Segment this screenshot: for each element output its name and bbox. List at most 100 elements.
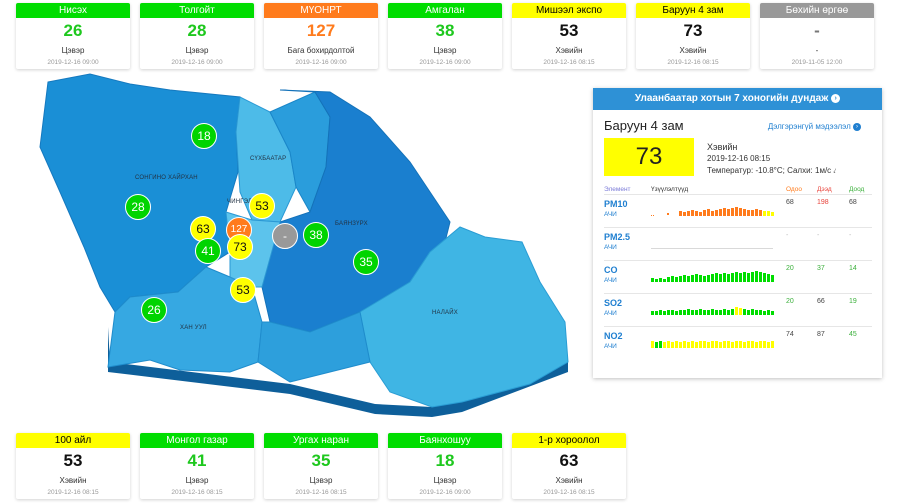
history-bar [687, 276, 690, 282]
history-bar [699, 309, 702, 315]
history-bar [715, 310, 718, 315]
station-status: Цэвэр [433, 476, 457, 485]
detail-link[interactable]: Дэлгэрэнгүй мэдээлэл › [768, 122, 861, 131]
col-current-header: Одоо [786, 186, 802, 193]
pollutant-history-bars [651, 341, 774, 348]
station-card[interactable]: Нисэх 26 Цэвэр 2019-12-16 09:00 [16, 3, 130, 69]
history-bar [663, 311, 666, 315]
station-status: Цэвэр [433, 46, 457, 55]
station-card[interactable]: Толгойт 28 Цэвэр 2019-12-16 09:00 [140, 3, 254, 69]
station-time: 2019-12-16 08:15 [171, 489, 223, 496]
pollutant-current: 74 [786, 331, 794, 338]
region-label-sukhbaatar: СҮХБААТАР [250, 156, 287, 162]
history-bar [703, 310, 706, 315]
region-label-songinokhairkhan: СОНГИНО ХАЙРХАН [135, 175, 198, 181]
station-marker[interactable]: 18 [191, 123, 217, 149]
district-map: СОНГИНО ХАЙРХАН СҮХБААТАР ЧИНГЭЛТЭЙ БАЯН… [30, 72, 570, 432]
station-card[interactable]: 100 айл 53 Хэвийн 2019-12-16 08:15 [16, 433, 130, 499]
pollutant-max: 37 [817, 265, 825, 272]
history-bar [699, 212, 702, 216]
chevron-right-icon: › [831, 93, 841, 103]
region-label-khanuul: ХАН УУЛ [180, 325, 207, 331]
station-marker[interactable]: 41 [195, 238, 221, 264]
history-bar [723, 341, 726, 348]
history-bar [679, 342, 682, 348]
pollutant-max: 87 [817, 331, 825, 338]
station-marker[interactable]: - [272, 223, 298, 249]
history-bar [719, 310, 722, 315]
panel-header[interactable]: Улаанбаатар хотын 7 хоногийн дундаж › [593, 88, 882, 110]
history-bar [711, 211, 714, 216]
station-marker[interactable]: 28 [125, 194, 151, 220]
station-card[interactable]: МҮОНРТ 127 Бага бохирдолтой 2019-12-16 0… [264, 3, 378, 69]
pollutant-name: SO2 [604, 298, 623, 308]
history-bar [655, 311, 658, 315]
history-bar [707, 209, 710, 216]
station-name: Ургах наран [264, 433, 378, 448]
station-marker[interactable]: 73 [227, 234, 253, 260]
panel-status: Хэвийн [707, 142, 738, 152]
station-marker[interactable]: 35 [353, 249, 379, 275]
history-bar [759, 210, 762, 216]
history-bar [711, 274, 714, 282]
history-bar [735, 207, 738, 216]
history-bar [731, 309, 734, 315]
station-marker[interactable]: 26 [141, 297, 167, 323]
pollutant-unit: АЧИ [604, 277, 617, 284]
history-bar [683, 212, 686, 216]
station-card[interactable]: Баянхошуу 18 Цэвэр 2019-12-16 09:00 [388, 433, 502, 499]
history-bar [679, 276, 682, 282]
station-aqi: 26 [63, 21, 83, 40]
pollutant-row[interactable]: CO АЧИ [604, 260, 872, 293]
station-aqi: 28 [187, 21, 207, 40]
station-card[interactable]: 1-р хороолол 63 Хэвийн 2019-12-16 08:15 [512, 433, 626, 499]
pollutant-unit: АЧИ [604, 343, 617, 350]
pollutant-row[interactable]: SO2 АЧИ [604, 293, 872, 326]
station-card[interactable]: Бөхийн өргөө - - 2019-11-05 12:00 [760, 3, 874, 69]
station-card[interactable]: Амгалан 38 Цэвэр 2019-12-16 09:00 [388, 3, 502, 69]
station-time: 2019-12-16 09:00 [295, 59, 347, 66]
history-bar [659, 310, 662, 315]
station-card[interactable]: Ургах наран 35 Цэвэр 2019-12-16 08:15 [264, 433, 378, 499]
panel-weather-text: Температур: -10.8°C; Салхи: 1м/с [707, 166, 832, 175]
station-card[interactable]: Баруун 4 зам 73 Хэвийн 2019-12-16 08:15 [636, 3, 750, 69]
pollutant-row[interactable]: NO2 АЧИ [604, 326, 872, 359]
history-bar [767, 274, 770, 282]
history-bar [747, 310, 750, 315]
station-status: - [815, 46, 819, 55]
station-marker[interactable]: 38 [303, 222, 329, 248]
pollutant-max: 198 [817, 199, 829, 206]
history-bar [699, 341, 702, 348]
history-bar [719, 209, 722, 216]
history-bar [767, 211, 770, 216]
pollutant-min: 19 [849, 298, 857, 305]
station-marker[interactable]: 53 [249, 193, 275, 219]
history-bar [719, 274, 722, 282]
pollutant-row[interactable]: PM2.5 АЧИ - - - [604, 227, 872, 260]
station-aqi: 53 [559, 21, 579, 40]
station-time: 2019-12-16 08:15 [543, 489, 595, 496]
history-bar [695, 274, 698, 282]
station-time: 2019-12-16 09:00 [419, 489, 471, 496]
history-bar [771, 275, 774, 282]
station-card[interactable]: Мишээл экспо 53 Хэвийн 2019-12-16 08:15 [512, 3, 626, 69]
pollutant-history-bars [651, 207, 774, 216]
history-bar [683, 310, 686, 315]
region-label-bayanzurkh: БАЯНЗҮРХ [335, 221, 368, 227]
station-marker[interactable]: 53 [230, 277, 256, 303]
station-status: Хэвийн [679, 46, 707, 55]
history-bar [663, 279, 666, 282]
station-status: Хэвийн [555, 46, 583, 55]
history-bar [739, 208, 742, 216]
station-marker[interactable]: 63 [190, 216, 216, 242]
history-bar [715, 273, 718, 282]
station-card[interactable]: Монгол газар 41 Цэвэр 2019-12-16 08:15 [140, 433, 254, 499]
history-bar [771, 212, 774, 216]
history-bar [767, 342, 770, 348]
pollutant-row[interactable]: PM10 АЧИ [604, 194, 872, 227]
pollutant-name: CO [604, 265, 618, 275]
history-bar [727, 209, 730, 216]
history-bar [723, 273, 726, 282]
history-bar [715, 341, 718, 348]
wind-direction-icon: ↓ [832, 165, 839, 176]
